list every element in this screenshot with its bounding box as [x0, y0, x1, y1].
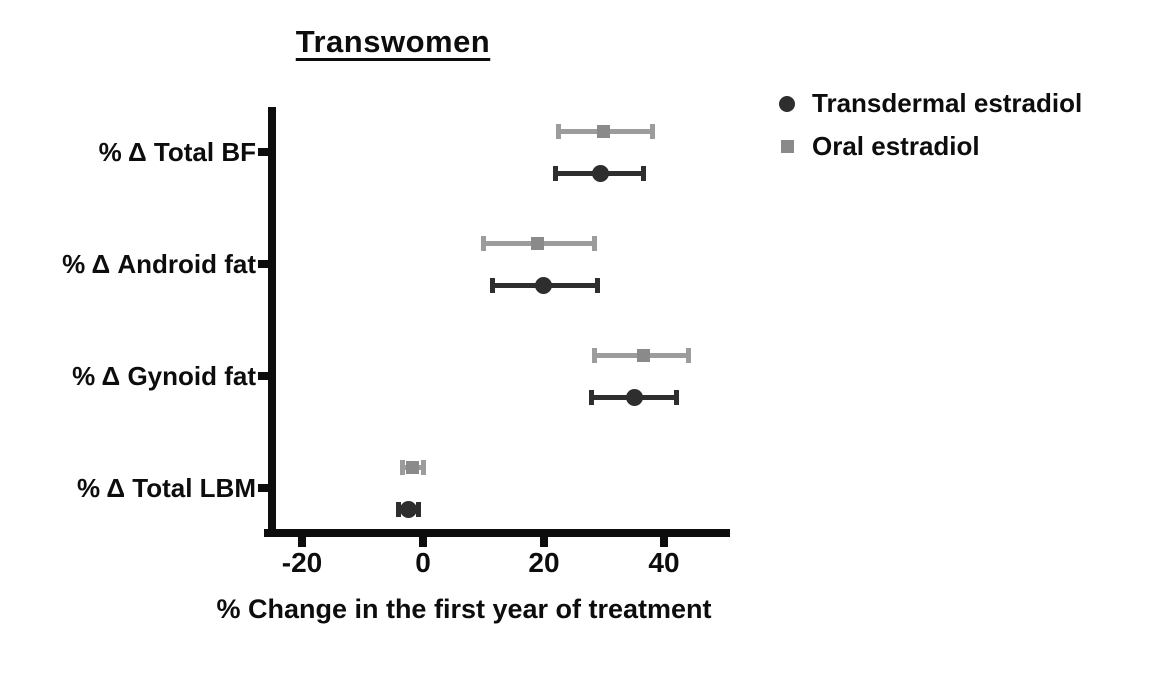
- error-bar-cap: [400, 460, 405, 475]
- legend-marker-wrap: [770, 95, 804, 112]
- y-tick: [258, 148, 268, 156]
- category-label: % Δ Total LBM: [76, 473, 256, 503]
- data-point-marker: [406, 461, 419, 474]
- x-tick-label: 0: [415, 547, 431, 578]
- circle-marker-icon: [779, 95, 795, 112]
- x-tick-label: 20: [528, 547, 560, 578]
- data-point-marker: [400, 501, 417, 518]
- error-bar-cap: [592, 348, 597, 363]
- x-tick: [298, 537, 306, 547]
- category-label: % Δ Android fat: [62, 249, 256, 279]
- error-bar-cap: [641, 166, 646, 181]
- error-bar-cap: [490, 278, 495, 293]
- error-bar-cap: [421, 460, 426, 475]
- data-point-marker: [626, 389, 643, 406]
- category-label: % Δ Total BF: [98, 137, 256, 167]
- data-point-marker: [531, 237, 544, 250]
- x-tick-label: -20: [281, 547, 323, 578]
- error-bar-cap: [416, 502, 421, 517]
- chart-title: Transwomen: [295, 24, 491, 59]
- error-bar-cap: [589, 390, 594, 405]
- category-label: % Δ Gynoid fat: [72, 361, 256, 391]
- y-tick: [258, 260, 268, 268]
- square-marker-icon: [780, 140, 794, 153]
- error-bar-cap: [674, 390, 679, 405]
- y-tick: [258, 372, 268, 380]
- x-axis: [264, 529, 730, 537]
- legend-label: Transdermal estradiol: [812, 88, 1083, 118]
- legend: Transdermal estradiol Oral estradiol: [770, 82, 1082, 168]
- data-point-marker: [592, 165, 609, 182]
- data-point-marker: [535, 277, 552, 294]
- legend-marker-wrap: [770, 140, 804, 153]
- data-point-marker: [597, 125, 610, 138]
- legend-item-oral: Oral estradiol: [770, 125, 1082, 168]
- x-tick: [660, 537, 668, 547]
- legend-item-transdermal: Transdermal estradiol: [770, 82, 1082, 125]
- error-bar-cap: [650, 124, 655, 139]
- error-bar-cap: [556, 124, 561, 139]
- y-axis: [268, 107, 276, 537]
- x-axis-label: % Change in the first year of treatment: [216, 594, 712, 624]
- x-tick: [540, 537, 548, 547]
- data-point-marker: [637, 349, 650, 362]
- error-bar-cap: [481, 236, 486, 251]
- x-tick-label: 40: [648, 547, 680, 578]
- error-bar-cap: [595, 278, 600, 293]
- error-bar-cap: [553, 166, 558, 181]
- error-bar-cap: [396, 502, 401, 517]
- x-tick: [419, 537, 427, 547]
- error-bar-cap: [686, 348, 691, 363]
- error-bar-cap: [592, 236, 597, 251]
- legend-label: Oral estradiol: [812, 131, 980, 161]
- y-tick: [258, 484, 268, 492]
